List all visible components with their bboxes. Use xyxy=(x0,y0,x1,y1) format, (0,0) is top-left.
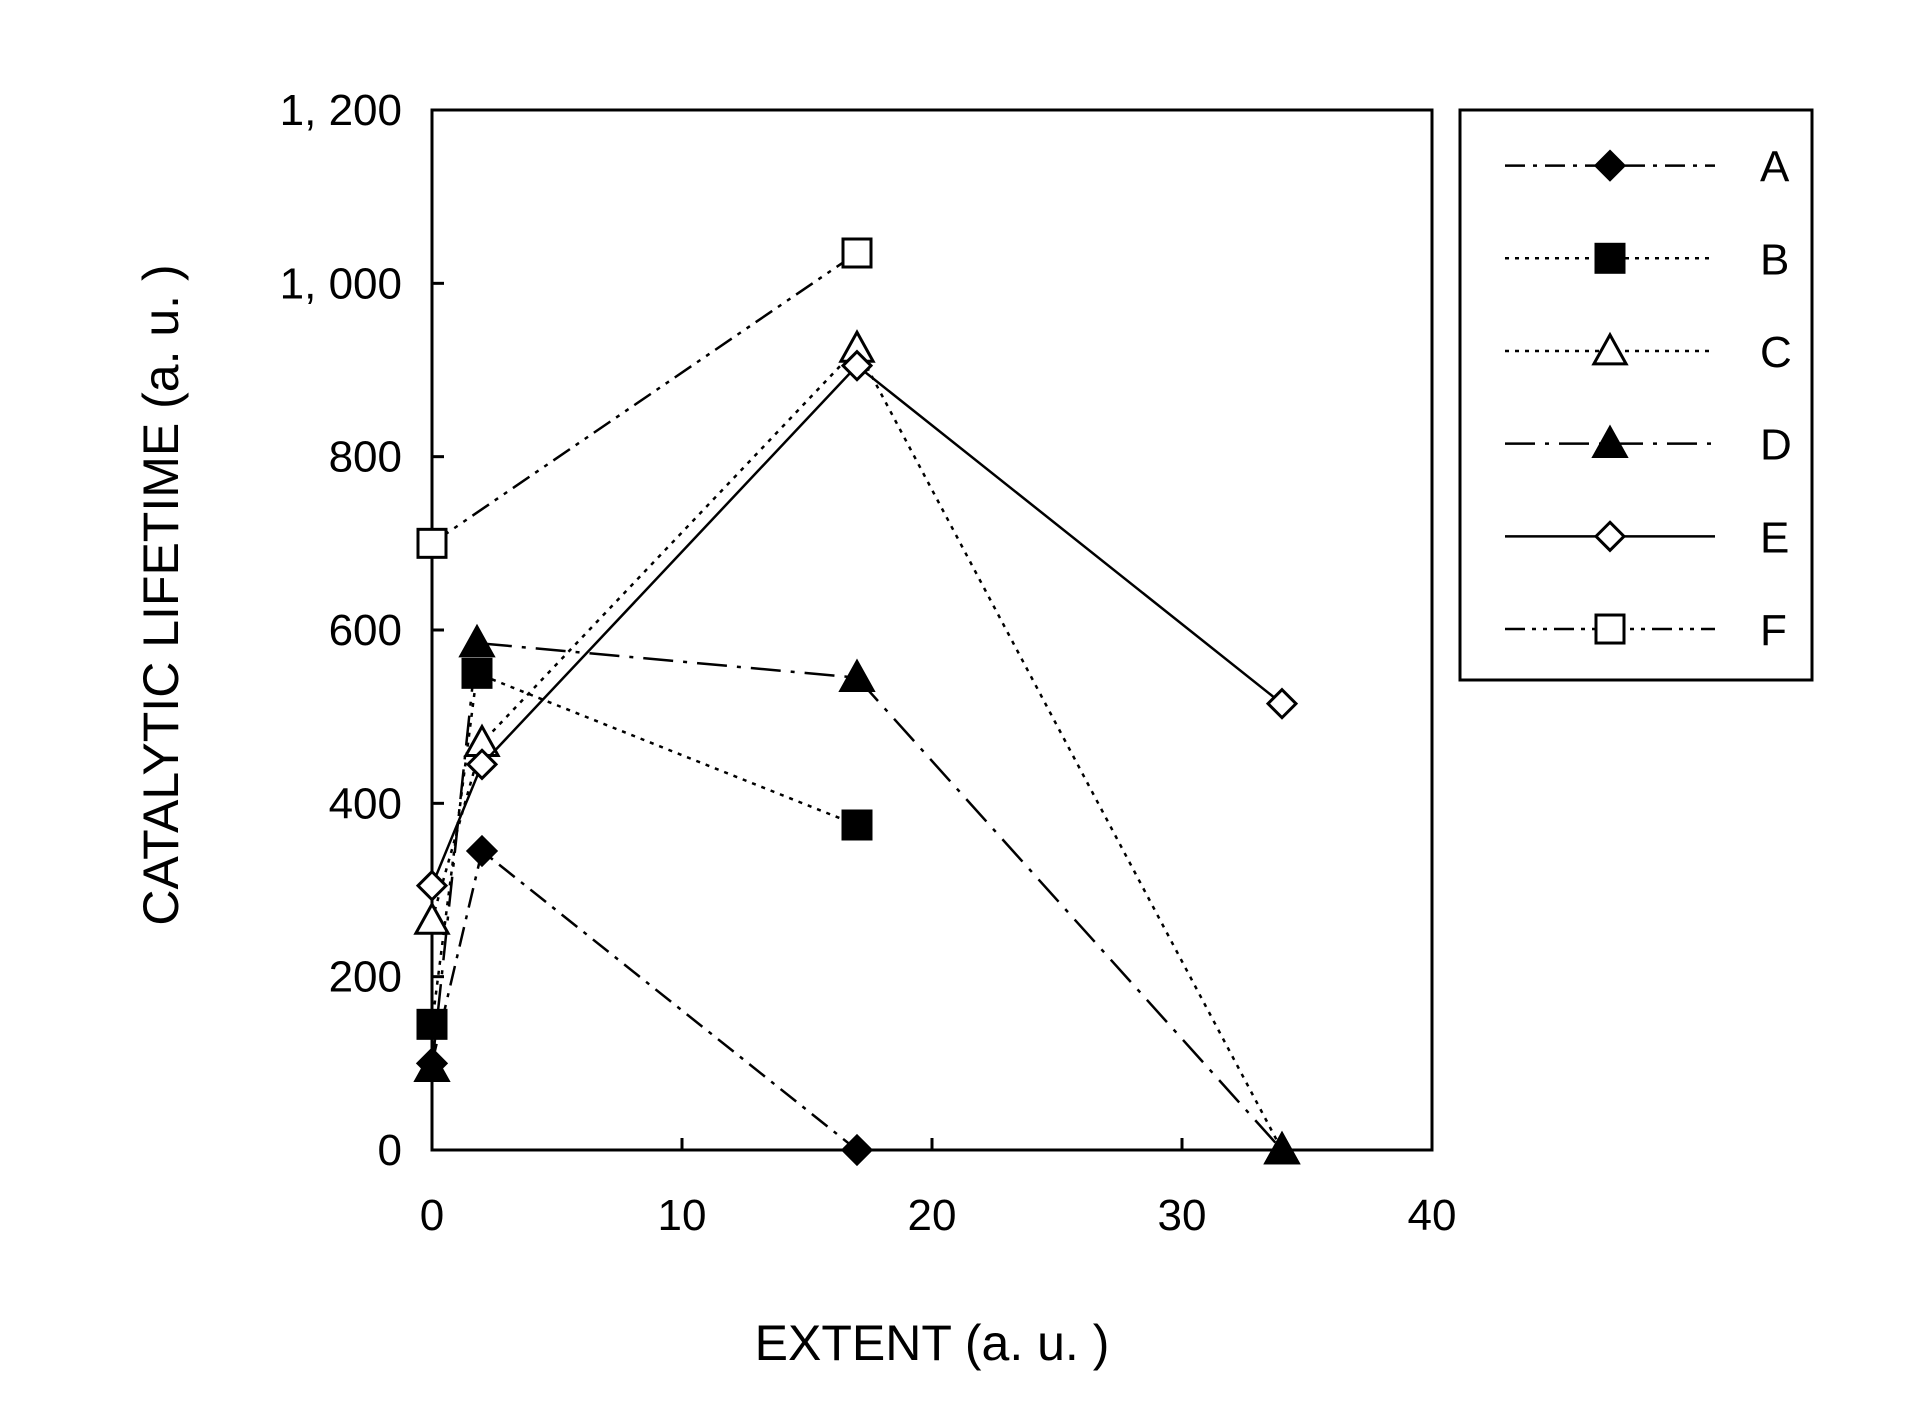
series-group xyxy=(416,239,1298,1164)
series-line-A xyxy=(432,851,857,1150)
y-tick-label: 800 xyxy=(329,433,402,482)
data-point-A xyxy=(468,837,496,865)
data-point-B xyxy=(418,1010,446,1038)
series-C xyxy=(416,332,1298,1163)
y-tick-label: 400 xyxy=(329,779,402,828)
legend-label: B xyxy=(1760,235,1789,284)
data-point-F xyxy=(843,239,871,267)
series-F xyxy=(418,239,871,557)
y-tick-label: 200 xyxy=(329,953,402,1002)
legend-label: A xyxy=(1760,143,1790,192)
data-point-B xyxy=(463,659,491,687)
y-tick-label: 600 xyxy=(329,606,402,655)
legend-label: D xyxy=(1760,421,1792,470)
legend: ABCDEF xyxy=(1460,110,1812,680)
series-D xyxy=(416,627,1298,1163)
series-line-E xyxy=(432,366,1282,886)
x-tick-label: 0 xyxy=(420,1191,444,1240)
legend-label: F xyxy=(1760,606,1787,655)
data-point-D xyxy=(461,627,493,656)
x-axis-title: EXTENT (a. u. ) xyxy=(755,1315,1110,1371)
y-tick-label: 0 xyxy=(378,1126,402,1175)
x-tick-label: 40 xyxy=(1408,1191,1457,1240)
data-point-C xyxy=(416,904,448,933)
legend-marker xyxy=(1596,615,1624,643)
data-point-B xyxy=(843,811,871,839)
x-tick-label: 10 xyxy=(658,1191,707,1240)
x-tick-label: 30 xyxy=(1158,1191,1207,1240)
plot-area xyxy=(432,110,1432,1150)
legend-frame xyxy=(1460,110,1812,680)
legend-label: C xyxy=(1760,328,1792,377)
y-tick-label: 1, 000 xyxy=(280,259,402,308)
y-tick-label: 1, 200 xyxy=(280,86,402,135)
data-point-A xyxy=(843,1136,871,1164)
x-tick-label: 20 xyxy=(908,1191,957,1240)
legend-marker xyxy=(1596,244,1624,272)
plot-frame xyxy=(432,110,1432,1150)
series-line-D xyxy=(432,643,1282,1150)
legend-label: E xyxy=(1760,513,1789,562)
y-axis-title: CATALYTIC LIFETIME (a. u. ) xyxy=(133,264,189,925)
data-point-F xyxy=(418,529,446,557)
data-point-E xyxy=(1268,690,1296,718)
data-point-E xyxy=(418,872,446,900)
series-line-F xyxy=(432,253,857,543)
series-line-C xyxy=(432,348,1282,1150)
series-A xyxy=(418,837,871,1164)
